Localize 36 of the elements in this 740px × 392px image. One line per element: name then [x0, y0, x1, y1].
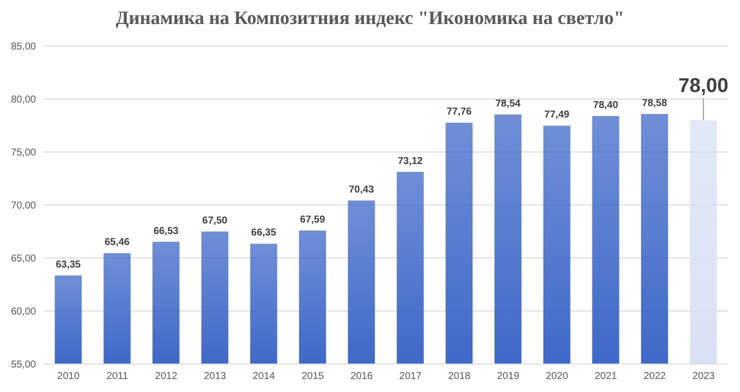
data-label: 70,43 — [348, 184, 374, 196]
x-tick-label: 2016 — [350, 371, 374, 382]
y-tick-label: 60,00 — [10, 306, 36, 318]
x-tick-label: 2012 — [155, 371, 178, 382]
x-tick-label: 2020 — [546, 371, 569, 382]
y-tick-label: 80,00 — [10, 94, 36, 106]
x-tick-label: 2022 — [644, 371, 666, 382]
x-tick-label: 2019 — [497, 371, 520, 382]
chart-title: Динамика на Композитния индекс "Икономика на светло" — [114, 7, 626, 31]
data-label: 78,40 — [593, 100, 619, 111]
y-tick-label: 55,00 — [10, 360, 36, 371]
x-tick-label: 2014 — [252, 371, 276, 382]
y-tick-label: 70,00 — [10, 200, 36, 212]
data-label: 63,35 — [56, 259, 82, 270]
data-label: 66,35 — [251, 228, 277, 239]
y-tick-label: 75,00 — [10, 148, 36, 159]
y-tick-label: 65,00 — [10, 254, 36, 265]
data-label: 67,50 — [202, 216, 228, 226]
data-label: 66,53 — [153, 226, 179, 237]
x-tick-label: 2013 — [204, 371, 227, 382]
x-tick-label: 2017 — [399, 371, 422, 382]
x-tick-label: 2023 — [692, 371, 716, 382]
data-label: 77,76 — [446, 106, 472, 118]
data-label: 78,58 — [642, 98, 668, 110]
data-label: 78,00 — [678, 75, 728, 98]
x-tick-label: 2011 — [106, 371, 128, 382]
data-label: 65,46 — [104, 237, 130, 248]
x-tick-label: 2018 — [448, 371, 471, 382]
data-label: 78,54 — [495, 98, 521, 110]
y-tick-label: 85,00 — [10, 42, 36, 53]
x-tick-label: 2015 — [302, 371, 324, 382]
data-label: 77,49 — [544, 110, 570, 121]
x-tick-label: 2021 — [594, 371, 618, 382]
x-tick-label: 2010 — [57, 371, 80, 382]
data-label: 73,12 — [398, 156, 424, 167]
data-label: 67,59 — [300, 214, 326, 226]
